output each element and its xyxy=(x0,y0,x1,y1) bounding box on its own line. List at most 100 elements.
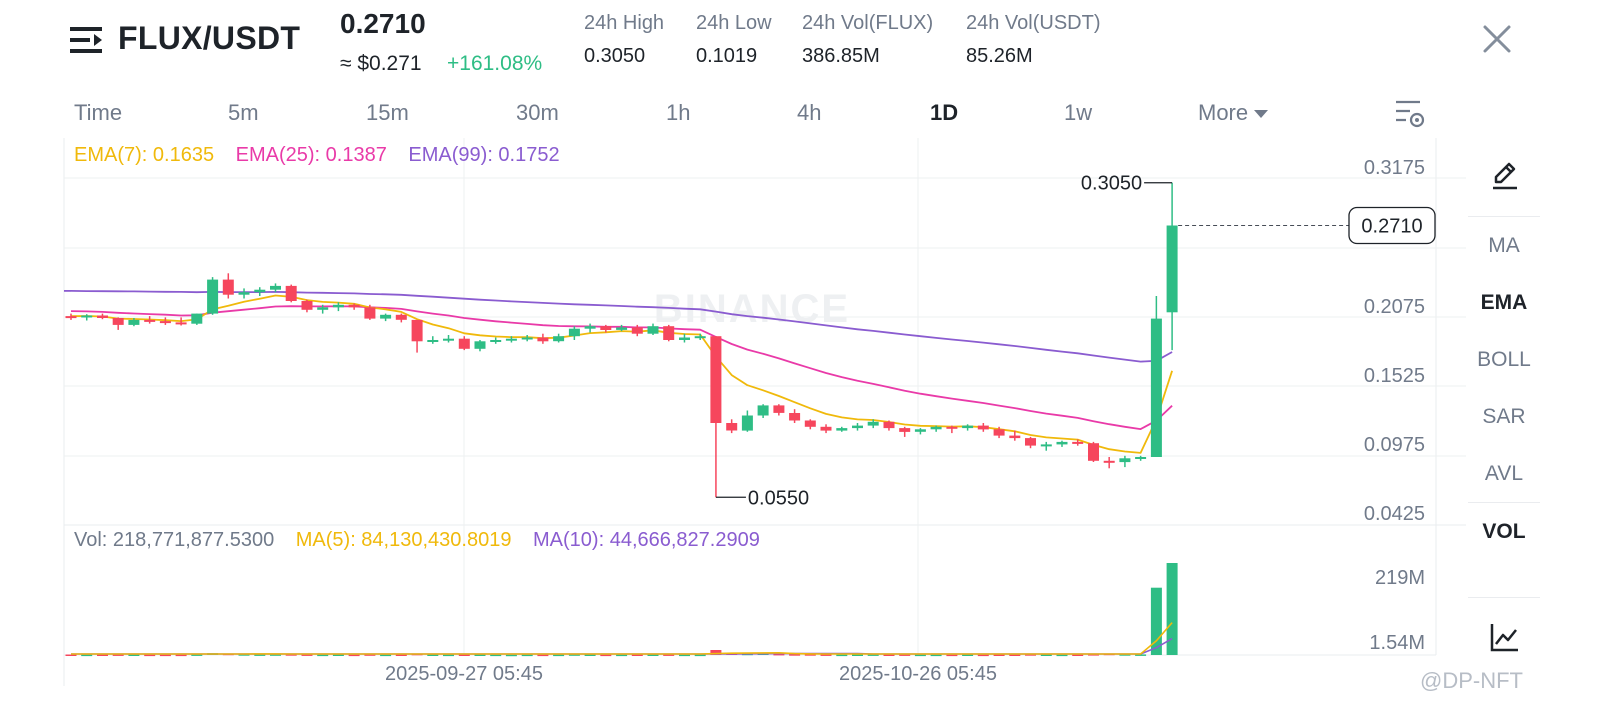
candle-body xyxy=(773,405,785,413)
draw-tool-icon[interactable] xyxy=(1488,158,1522,192)
price-axis-tick: 0.1525 xyxy=(1364,365,1425,387)
stat-value: 0.3050 xyxy=(584,45,646,67)
price-axis-tick: 0.3175 xyxy=(1364,157,1425,179)
candle-body xyxy=(852,425,863,429)
tab-time[interactable]: Time xyxy=(74,100,123,125)
volume-bar xyxy=(490,654,502,657)
volume-bar xyxy=(348,654,360,657)
volume-bar xyxy=(395,654,407,656)
candle-body xyxy=(505,338,517,341)
volume-bar xyxy=(679,654,690,657)
candle-body xyxy=(946,426,958,429)
candle-body xyxy=(993,429,1005,436)
tab-1h[interactable]: 1h xyxy=(666,100,691,125)
candle-body xyxy=(159,321,171,324)
ema7-value: EMA(7): 0.1635 xyxy=(74,144,215,166)
candle-body xyxy=(128,319,140,325)
indicator-vol[interactable]: VOL xyxy=(1482,520,1526,543)
candle-body xyxy=(1135,457,1147,459)
candle-body xyxy=(914,429,926,432)
tab-5m[interactable]: 5m xyxy=(228,100,259,125)
stat-label: 24h High xyxy=(584,12,665,34)
candle-body xyxy=(112,318,124,325)
ema25-value: EMA(25): 0.1387 xyxy=(235,144,387,166)
ema-legend: EMA(7): 0.1635 EMA(25): 0.1387 EMA(99): … xyxy=(74,144,576,167)
volume-bar xyxy=(521,654,533,657)
divider xyxy=(1468,597,1540,598)
candle-body xyxy=(254,289,266,293)
stat-label: 24h Vol(FLUX) xyxy=(802,12,934,34)
volume-bar xyxy=(332,654,344,656)
vol-ma5-line xyxy=(71,622,1173,655)
close-icon[interactable] xyxy=(1480,22,1514,56)
menu-icon[interactable] xyxy=(70,25,104,55)
candle-body xyxy=(647,326,659,334)
volume-bar xyxy=(443,654,454,657)
candle-body xyxy=(1056,441,1068,445)
chart-settings-icon[interactable] xyxy=(1394,98,1426,130)
stat-label: 24h Vol(USDT) xyxy=(966,12,1101,34)
indicator-sar[interactable]: SAR xyxy=(1482,405,1526,428)
tab-1w[interactable]: 1w xyxy=(1064,100,1093,125)
low-marker-label: 0.0550 xyxy=(748,487,809,509)
candle-body xyxy=(867,421,879,426)
volume-bar xyxy=(962,654,974,656)
tab-4h[interactable]: 4h xyxy=(797,100,822,125)
candle-body xyxy=(175,322,187,325)
tab-30m[interactable]: 30m xyxy=(516,100,559,125)
volume-bar xyxy=(836,654,848,657)
candle-body xyxy=(930,426,942,430)
volume-bar xyxy=(1088,654,1099,656)
vol-ma10-line xyxy=(71,637,1173,655)
volume-bar xyxy=(789,654,801,656)
volume-bar xyxy=(285,654,297,656)
candle-body xyxy=(97,315,108,318)
candle-body xyxy=(521,337,533,340)
current-price-box xyxy=(1348,206,1436,245)
candle-body xyxy=(207,279,219,314)
volume-bar xyxy=(1040,654,1052,656)
volume-bar xyxy=(1056,654,1068,657)
volume-bar xyxy=(663,654,675,656)
volume-bar xyxy=(1072,654,1084,656)
ema99-value: EMA(99): 0.1752 xyxy=(408,144,560,166)
volume-bar xyxy=(97,654,108,656)
volume-bar xyxy=(380,654,392,657)
volume-bar xyxy=(128,654,140,656)
line-chart-icon[interactable] xyxy=(1488,620,1522,654)
indicator-avl[interactable]: AVL xyxy=(1484,462,1524,485)
candle-body xyxy=(238,292,250,295)
volume-bar xyxy=(1166,563,1178,655)
candle-body xyxy=(443,338,454,341)
volume-bar xyxy=(694,654,706,657)
candle-body xyxy=(285,285,297,301)
tab-15m[interactable]: 15m xyxy=(366,100,409,125)
tab-1d[interactable]: 1D xyxy=(930,100,959,125)
volume-bar xyxy=(270,654,281,656)
divider xyxy=(1468,216,1540,217)
indicator-boll[interactable]: BOLL xyxy=(1477,348,1531,371)
pair-name[interactable]: FLUX/USDT xyxy=(118,20,301,56)
volume-bar xyxy=(191,654,203,656)
volume-bar xyxy=(505,654,517,657)
volume-bar xyxy=(946,654,958,657)
volume-bar xyxy=(175,654,187,657)
indicator-ma[interactable]: MA xyxy=(1488,234,1520,257)
candle-body xyxy=(1166,225,1178,313)
candle-body xyxy=(631,327,643,334)
stat-24h-vol-flux: 24h Vol(FLUX) 386.85M xyxy=(802,12,933,68)
candle-body xyxy=(411,319,423,342)
candle-body xyxy=(270,285,281,290)
time-axis-label: 2025-09-27 05:45 xyxy=(385,663,543,685)
candle-body xyxy=(883,421,895,429)
tab-more[interactable]: More xyxy=(1198,100,1269,126)
candle-body xyxy=(380,314,392,319)
stat-value: 85.26M xyxy=(966,45,1033,67)
volume-bar xyxy=(427,654,439,656)
candle-body xyxy=(332,304,344,308)
indicator-ema[interactable]: EMA xyxy=(1480,291,1528,314)
volume-bar xyxy=(568,654,580,656)
candle-body xyxy=(458,338,470,349)
volume-bar xyxy=(458,654,470,656)
